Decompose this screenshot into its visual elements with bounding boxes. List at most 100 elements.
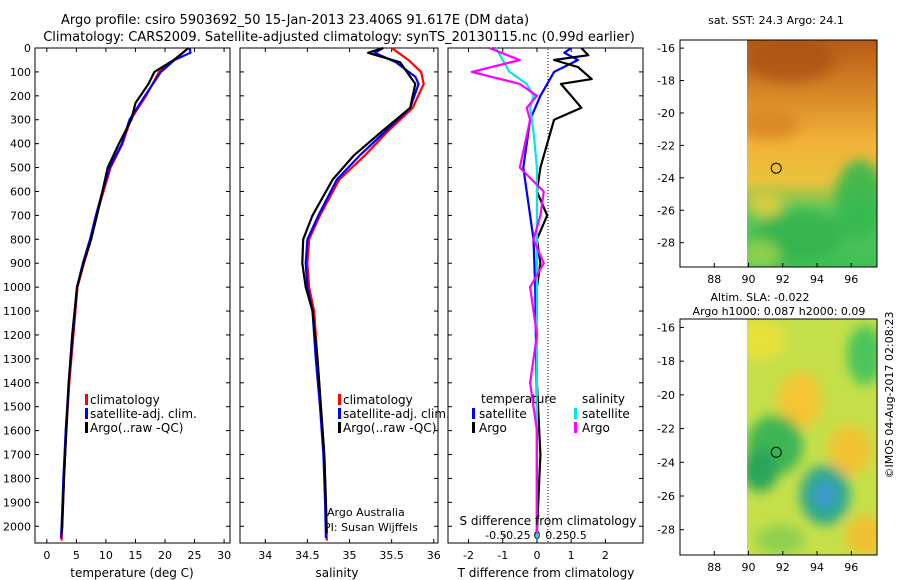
difference-tick-labels: -2 -1 0 1 2 — [463, 48, 609, 562]
depth-tick-label: 300 — [10, 114, 31, 127]
lat-tick-label: -22 — [657, 423, 675, 436]
temperature-panel: 0100200300400500600700800900100011001200… — [3, 42, 231, 580]
lon-tick-label: 96 — [844, 273, 858, 286]
lat-tick-label: -20 — [657, 389, 675, 402]
difference-axes-frame — [447, 47, 644, 544]
credit-argo-australia: Argo Australia — [327, 506, 405, 519]
difference-profiles — [470, 46, 593, 539]
x-tick-label: 0 — [43, 549, 50, 562]
depth-tick-label: 500 — [10, 162, 31, 175]
title-line-2: Climatology: CARS2009. Satellite-adjuste… — [43, 30, 635, 45]
x-tick-label: 1 — [568, 549, 575, 562]
depth-tick-label: 1500 — [3, 401, 31, 414]
difference-legend: temperature satellite Argo salinity sate… — [472, 392, 630, 435]
imos-credit: ©IMOS 04-Aug-2017 02:08:23 — [883, 312, 896, 479]
x-tick-label: 34.5 — [295, 549, 320, 562]
lon-tick-label: 94 — [810, 273, 824, 286]
legend-s-argo-label: Argo — [582, 421, 610, 435]
temperature-axis-label: temperature (deg C) — [70, 566, 193, 580]
x-tick-label: 15 — [128, 549, 142, 562]
legend-climatology-swatch — [338, 394, 341, 405]
salinity-axes-frame — [239, 47, 439, 544]
lon-tick-label: 90 — [742, 273, 756, 286]
lon-tick-label: 94 — [810, 561, 824, 574]
legend-salinity-title: salinity — [582, 392, 625, 406]
lat-tick-label: -24 — [657, 172, 675, 185]
sst-map-panel: sat. SST: 24.3 Argo: 24.1 88 90 92 94 96 -16… — [657, 14, 878, 286]
sst-map-title: sat. SST: 24.3 Argo: 24.1 — [708, 14, 844, 27]
lat-tick-label: -22 — [657, 139, 675, 152]
lat-tick-label: -16 — [657, 42, 675, 55]
legend-s-argo-swatch — [574, 422, 577, 433]
s-tick-label: -0.5 — [485, 529, 506, 542]
depth-tick-label: 2000 — [3, 520, 31, 533]
depth-tick-label: 600 — [10, 185, 31, 198]
salinity-panel: 34 34.5 35 35.5 36 salinity climatology sate… — [239, 46, 450, 580]
temperature-legend: climatology satellite-adj. clim. Argo(..… — [85, 393, 197, 435]
legend-argo-label: Argo(..raw -QC) — [343, 421, 436, 435]
temperature-tick-labels: 0 5 10 15 20 25 30 — [43, 48, 231, 562]
argo-position-marker — [770, 446, 782, 458]
lat-tick-label: -16 — [657, 321, 675, 334]
depth-tick-label: 1700 — [3, 449, 31, 462]
lon-tick-label: 96 — [844, 561, 858, 574]
lat-tick-label: -24 — [657, 456, 675, 469]
depth-tick-label: 900 — [10, 257, 31, 270]
depth-tick-label: 700 — [10, 209, 31, 222]
depth-tick-label: 100 — [10, 66, 31, 79]
lon-tick-label: 92 — [776, 273, 790, 286]
series-line-satellite-adj-clim- — [59, 47, 192, 539]
t-difference-label: T difference from climatology — [457, 566, 635, 580]
legend-climatology-label: climatology — [343, 393, 413, 407]
depth-tick-label: 0 — [24, 42, 31, 55]
x-tick-label: 0 — [533, 549, 540, 562]
salinity-tick-labels: 34 34.5 35 35.5 36 — [258, 48, 441, 562]
legend-satellite-swatch — [338, 408, 341, 419]
x-tick-label: 34 — [258, 549, 272, 562]
s-tick-label: -0.25 — [502, 529, 530, 542]
sst-field — [747, 40, 877, 267]
legend-t-argo-label: Argo — [479, 421, 507, 435]
x-tick-label: 5 — [73, 549, 80, 562]
lat-tick-label: -20 — [657, 107, 675, 120]
lon-tick-label: 88 — [707, 273, 721, 286]
depth-tick-label: 200 — [10, 90, 31, 103]
sla-map-panel: Altim. SLA: -0.022 Argo h1000: 0.087 h20… — [657, 291, 878, 574]
legend-argo-swatch — [338, 422, 341, 433]
x-tick-label: 30 — [217, 549, 231, 562]
sst-longitude-ticks: 88 90 92 94 96 — [707, 263, 858, 286]
x-tick-label: 25 — [188, 549, 202, 562]
legend-satellite-swatch — [85, 408, 88, 419]
difference-depth-ticks — [448, 47, 643, 527]
series-line-s-satellite — [494, 47, 539, 539]
sla-map-title-line-1: Altim. SLA: -0.022 — [710, 291, 809, 304]
series-line-climatology — [60, 47, 189, 541]
temperature-axes-frame — [34, 47, 231, 544]
x-tick-label: 2 — [602, 549, 609, 562]
series-line-argo-raw-qc- — [60, 47, 190, 534]
depth-tick-label: 1800 — [3, 472, 31, 485]
credit-pi: PI: Susan Wijffels — [324, 521, 418, 534]
series-line-s-argo — [470, 46, 545, 534]
legend-argo-swatch — [85, 422, 88, 433]
series-line-argo-raw-qc- — [301, 46, 417, 534]
x-tick-label: -2 — [463, 549, 474, 562]
legend-temperature-title: temperature — [481, 392, 556, 406]
lat-tick-label: -18 — [657, 75, 675, 88]
depth-tick-label: 1400 — [3, 377, 31, 390]
lat-tick-label: -28 — [657, 524, 675, 537]
series-line-t-argo — [535, 47, 593, 534]
depth-tick-label: 1200 — [3, 329, 31, 342]
depth-tick-label: 1300 — [3, 353, 31, 366]
lat-tick-label: -18 — [657, 355, 675, 368]
sla-latitude-ticks: -16 -18 -20 -22 -24 -26 -28 — [657, 321, 684, 537]
salinity-legend: climatology satellite-adj. clim. Argo(..… — [338, 393, 450, 435]
s-tick-label: 0.25 — [545, 529, 570, 542]
legend-s-satellite-swatch — [574, 408, 577, 419]
x-tick-label: 36 — [427, 549, 441, 562]
salinity-axis-label: salinity — [315, 566, 358, 580]
legend-climatology-swatch — [85, 394, 88, 405]
depth-tick-label: 400 — [10, 138, 31, 151]
legend-t-satellite-label: satellite — [479, 407, 527, 421]
